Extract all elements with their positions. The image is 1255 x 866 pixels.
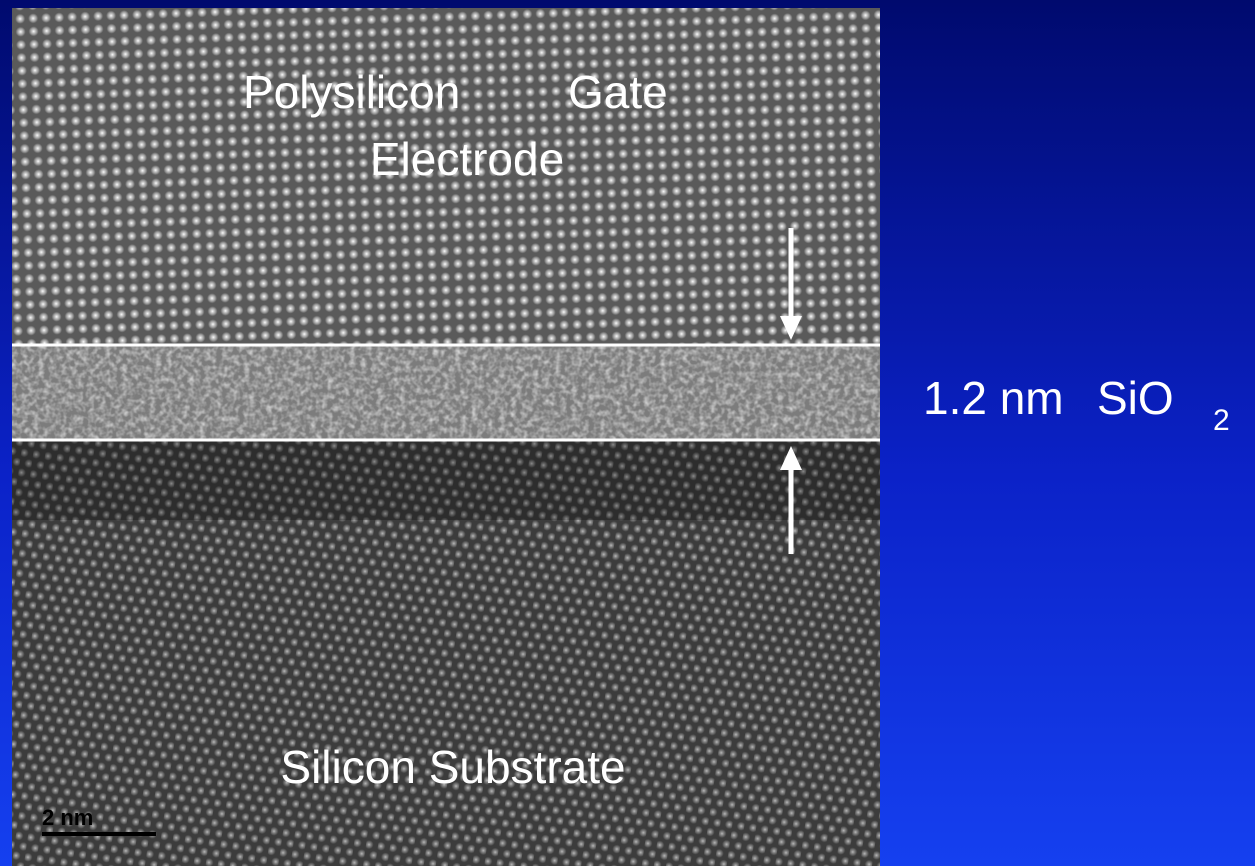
micrograph <box>12 8 880 866</box>
interface-shade <box>12 440 880 520</box>
substrate-region <box>12 440 880 866</box>
arrow-down <box>780 228 802 340</box>
scale-bar-label: 2 nm <box>42 805 93 830</box>
oxide-thickness: 1.2 nm <box>923 372 1064 424</box>
oxide-formula: SiO <box>1097 372 1174 424</box>
substrate-label: Silicon Substrate <box>280 741 625 793</box>
oxide-texture <box>12 345 880 440</box>
gate-region <box>12 8 880 345</box>
gate-label: Electrode <box>370 133 564 185</box>
arrow-up <box>780 446 802 554</box>
gate-label: Gate <box>568 66 668 118</box>
oxide-subscript: 2 <box>1213 404 1230 437</box>
gate-label: Polysilicon <box>243 66 460 118</box>
